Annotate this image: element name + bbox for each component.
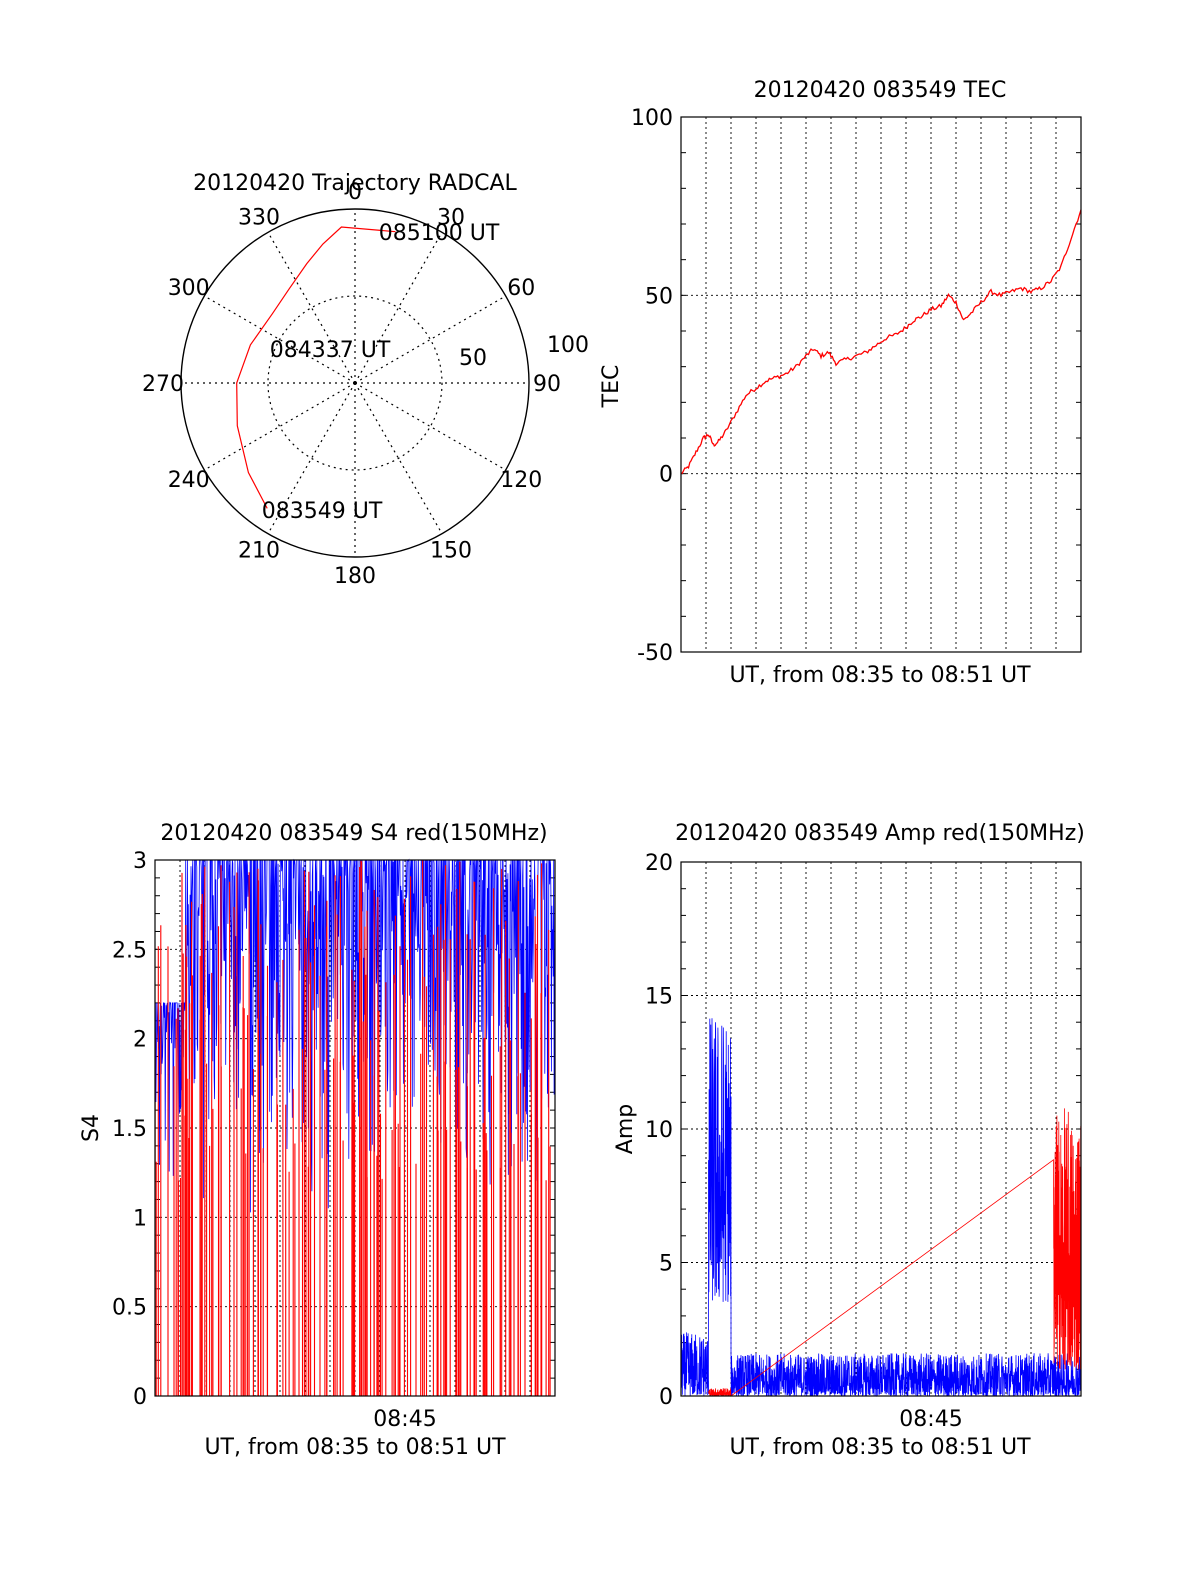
polar-angle-label: 210 xyxy=(238,538,280,563)
polar-trajectory-line xyxy=(236,226,396,509)
amp-x-label: UT, from 08:35 to 08:51 UT xyxy=(729,1435,1031,1460)
polar-trajectory-chart: 20120420 Trajectory RADCAL 0 30 60 90 120 150… xyxy=(142,171,589,589)
y-tick-label: 2.5 xyxy=(112,938,147,963)
y-tick-label: 100 xyxy=(631,106,673,131)
y-tick-label: 20 xyxy=(645,851,673,876)
y-tick-label: 10 xyxy=(645,1118,673,1143)
polar-radial-label-100: 100 xyxy=(547,333,589,358)
tec-plot-frame xyxy=(680,116,1082,653)
tec-chart: 20120420 083549 TEC -50 0 50 100 UT, from 0… xyxy=(599,78,1082,688)
trajectory-annotation-end: 085100 UT xyxy=(379,221,500,246)
s4-series xyxy=(154,858,556,1396)
polar-radial-label-50: 50 xyxy=(459,346,487,371)
tec-title: 20120420 083549 TEC xyxy=(754,78,1007,103)
polar-title: 20120420 Trajectory RADCAL xyxy=(193,171,517,196)
amp-red-series-line xyxy=(708,1108,1082,1397)
polar-angle-labels: 0 30 60 90 120 150 180 210 240 270 300 330 xyxy=(142,180,561,589)
polar-angle-label: 0 xyxy=(348,180,362,205)
tec-y-label: TEC xyxy=(599,365,624,409)
amp-x-tick-label: 08:45 xyxy=(899,1407,962,1432)
polar-angle-label: 240 xyxy=(168,468,210,493)
polar-spoke xyxy=(204,382,356,471)
y-tick-label: 3 xyxy=(133,849,147,874)
s4-x-label: UT, from 08:35 to 08:51 UT xyxy=(204,1435,506,1460)
polar-spoke xyxy=(354,382,443,534)
y-tick-label: 0 xyxy=(133,1385,147,1410)
y-tick-label: 0 xyxy=(659,463,673,488)
trajectory-annotation-mid: 084337 UT xyxy=(270,338,391,363)
amp-series xyxy=(680,1018,1082,1398)
y-tick-label: 1.5 xyxy=(112,1117,147,1142)
polar-angle-label: 300 xyxy=(168,276,210,301)
polar-spoke xyxy=(354,295,506,384)
polar-angle-label: 60 xyxy=(507,276,535,301)
amp-y-tick-labels: 0 5 10 15 20 xyxy=(645,851,673,1410)
polar-angle-label: 120 xyxy=(500,468,542,493)
polar-angle-label: 150 xyxy=(430,538,472,563)
polar-spoke xyxy=(354,382,506,471)
trajectory-annotation-start: 083549 UT xyxy=(262,499,383,524)
polar-angle-label: 30 xyxy=(437,206,465,231)
tec-series-line xyxy=(680,209,1082,475)
s4-chart: 20120420 083549 S4 red(150MHz) 0 0.5 1 1.5 2… xyxy=(79,821,556,1460)
polar-spoke xyxy=(354,232,443,384)
tec-grid xyxy=(681,117,1081,652)
amp-title: 20120420 083549 Amp red(150MHz) xyxy=(675,821,1085,846)
polar-angle-label: 180 xyxy=(334,564,376,589)
polar-spoke xyxy=(267,382,356,534)
amp-plot-frame xyxy=(680,861,1082,1397)
y-tick-label: 50 xyxy=(645,284,673,309)
polar-inner-circle xyxy=(267,295,443,471)
amp-chart: 20120420 083549 Amp red(150MHz) 0 5 10 15 20… xyxy=(613,821,1085,1460)
amp-blue-series-line xyxy=(680,1018,1082,1398)
y-tick-label: 0.5 xyxy=(112,1296,147,1321)
polar-angle-label: 330 xyxy=(238,206,280,231)
polar-spoke xyxy=(267,232,356,384)
polar-angle-label: 90 xyxy=(533,372,561,397)
s4-plot-frame xyxy=(154,859,556,1397)
y-tick-label: 5 xyxy=(659,1252,673,1277)
polar-grid xyxy=(180,208,530,558)
s4-y-label: S4 xyxy=(79,1114,104,1142)
tec-x-label: UT, from 08:35 to 08:51 UT xyxy=(729,663,1031,688)
polar-outer-circle xyxy=(180,208,530,558)
y-tick-label: 2 xyxy=(133,1028,147,1053)
tec-y-tick-labels: -50 0 50 100 xyxy=(631,106,673,666)
y-tick-label: 0 xyxy=(659,1385,673,1410)
polar-spoke xyxy=(204,295,356,384)
y-tick-label: 1 xyxy=(133,1206,147,1231)
amp-grid xyxy=(681,862,1081,1396)
s4-title: 20120420 083549 S4 red(150MHz) xyxy=(160,821,547,846)
s4-red-series-spikes xyxy=(154,860,551,1396)
amp-y-label: Amp xyxy=(613,1104,638,1154)
s4-x-tick-label: 08:45 xyxy=(373,1407,436,1432)
y-tick-label: 15 xyxy=(645,985,673,1010)
polar-angle-label: 270 xyxy=(142,372,184,397)
y-tick-label: -50 xyxy=(637,641,673,666)
s4-y-tick-labels: 0 0.5 1 1.5 2 2.5 3 xyxy=(112,849,147,1410)
